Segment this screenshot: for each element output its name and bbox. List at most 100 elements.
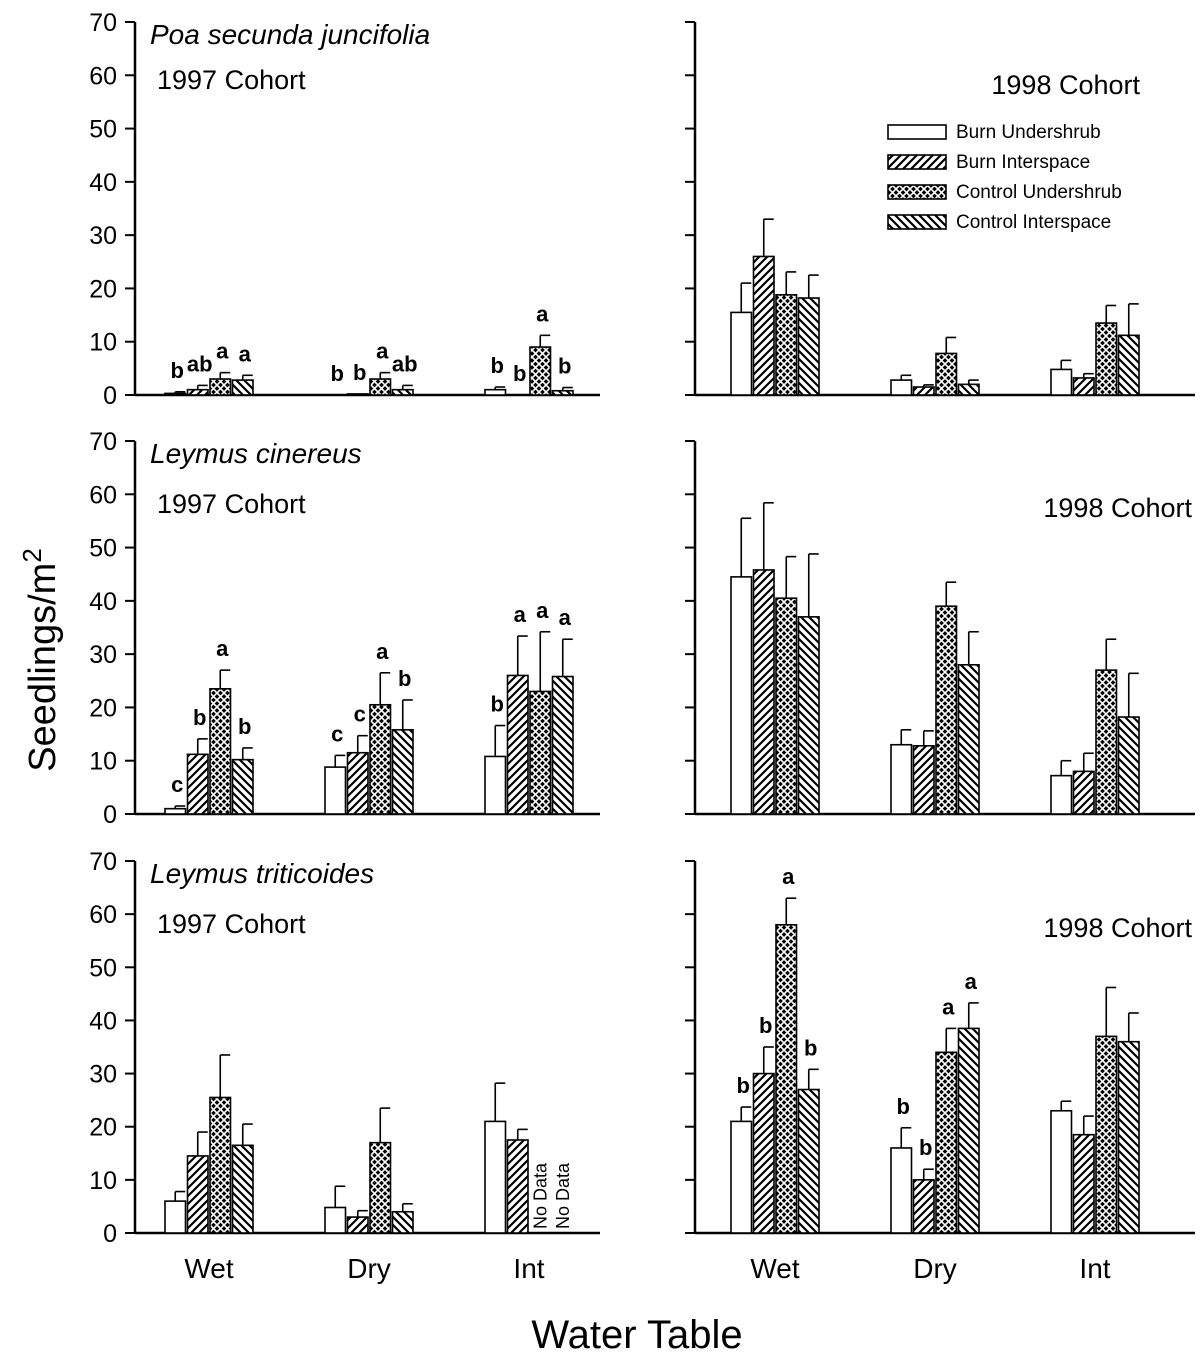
x-tick-label: Dry [913,1253,957,1284]
y-tick-label: 60 [89,901,117,929]
bar-diag-right [346,393,369,396]
bar-diag-right [186,388,209,396]
bar-diag-left [391,729,414,815]
bar-diag-right [752,1072,775,1234]
species-title: Leymus cinereus [150,438,362,469]
significance-letter: ab [187,351,213,376]
bar-open [164,392,187,396]
significance-letter: a [559,605,572,630]
significance-letter: a [216,339,229,364]
significance-letter: b [897,1094,910,1119]
significance-letter: a [536,301,549,326]
y-tick-label: 0 [103,382,117,410]
bar-diag-left [231,758,254,815]
bar-diag-left [797,616,820,815]
bar-diag-right [506,674,529,815]
bar-diag-left [797,297,820,396]
bar-open [1050,1109,1073,1234]
bar-diag-left [551,675,574,815]
bar-open [730,576,753,815]
y-tick-label: 40 [89,1007,117,1035]
legend-label: Burn Undershrub [956,122,1101,143]
significance-letter: a [376,339,389,364]
bar-open [890,1147,913,1234]
significance-letter: a [782,864,795,889]
significance-letter: c [171,772,183,797]
bar-diag-right [186,753,209,815]
cohort-label: 1997 Cohort [157,489,306,519]
y-tick-label: 30 [89,1061,117,1089]
y-tick-label: 50 [89,954,117,982]
legend-label: Control Undershrub [956,182,1122,203]
significance-letter: a [216,636,229,661]
y-tick-label: 70 [89,9,117,37]
legend-swatch-diag-right [887,154,947,170]
bar-crosshatch [775,597,798,815]
bar-diag-left [551,389,574,396]
significance-letter: ab [392,351,418,376]
bar-crosshatch [1095,669,1118,815]
y-tick-label: 20 [89,694,117,722]
significance-letter: a [965,969,978,994]
no-data-label: No Data [530,1162,550,1229]
bar-open [484,1120,507,1234]
bar-diag-right [1072,770,1095,815]
y-axis-label-superscript: 2 [17,548,47,562]
panel-0-0: 0 10 20 30 40 50 60 70 Poa secunda juncifolia 199… [89,9,600,410]
bar-crosshatch [935,1051,958,1234]
y-tick-label: 10 [89,329,117,357]
bar-diag-left [1117,716,1140,815]
cohort-label: 1997 Cohort [157,909,306,939]
bar-open [164,1200,187,1234]
legend-swatch-open [887,124,947,140]
y-tick-label: 0 [103,801,117,829]
bar-diag-right [1072,1133,1095,1234]
x-axis-label: Water Table [531,1313,742,1357]
y-tick-label: 50 [89,535,117,563]
y-tick-label: 60 [89,481,117,509]
bar-crosshatch [935,352,958,396]
significance-letter: b [513,361,526,386]
significance-letter: b [398,666,411,691]
significance-letter: b [558,354,571,379]
y-tick-label: 30 [89,222,117,250]
cohort-label: 1998 Cohort [1043,913,1192,943]
bar-crosshatch [209,1096,232,1234]
y-tick-label: 20 [89,1114,117,1142]
significance-letter: c [354,702,366,727]
bar-crosshatch [369,1141,392,1234]
x-tick-label: Int [513,1253,544,1284]
y-tick-label: 40 [89,588,117,616]
bar-diag-left [1117,1040,1140,1234]
significance-letter: b [491,692,504,717]
y-axis-label: Seedlings/m2 [17,548,64,772]
bar-diag-left [957,663,980,815]
y-tick-label: 10 [89,1167,117,1195]
legend-label: Control Interspace [956,212,1111,233]
panel-2-0: 0 10 20 30 40 50 60 70 Wet Dry Int Leymus triticoid… [89,848,600,1284]
x-tick-label: Wet [184,1253,233,1284]
significance-letter: a [239,341,252,366]
bar-diag-left [1117,334,1140,396]
y-tick-label: 70 [89,848,117,876]
bar-diag-left [391,388,414,396]
significance-letter: a [942,994,955,1019]
bar-open [164,807,187,815]
bar-open [890,743,913,815]
significance-letter: a [536,598,549,623]
bar-diag-right [346,1216,369,1234]
species-title: Leymus triticoides [150,858,374,889]
significance-letter: b [759,1013,772,1038]
bar-crosshatch [529,690,552,815]
bar-crosshatch [369,703,392,815]
bar-open [890,379,913,396]
significance-letter: a [376,639,389,664]
bar-open [484,388,507,396]
y-tick-label: 60 [89,62,117,90]
bar-diag-right [912,386,935,396]
bar-diag-right [346,751,369,815]
panels-group: 0 10 20 30 40 50 60 70 Poa secunda juncifolia 199… [89,9,1195,1284]
significance-letter: b [238,714,251,739]
bar-crosshatch [935,605,958,815]
